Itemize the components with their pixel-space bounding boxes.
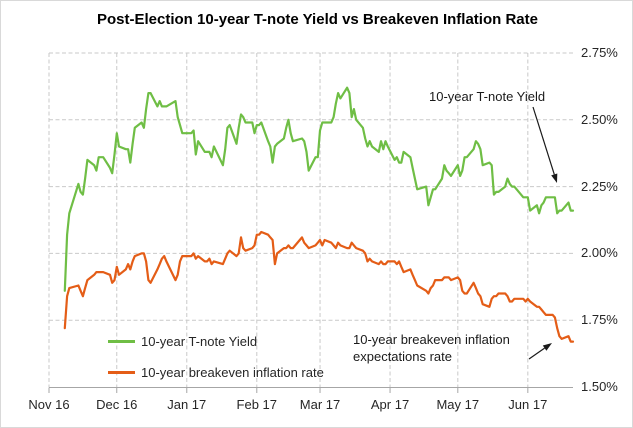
y-axis-label: 2.00%: [581, 245, 618, 261]
x-axis-label: Jan 17: [167, 397, 207, 412]
annotation-arrow: [532, 106, 555, 175]
y-axis-label: 2.75%: [581, 45, 618, 60]
annotation-arrowhead: [551, 173, 558, 183]
y-axis-label: 2.50%: [581, 111, 618, 127]
annotation-breakeven: 10-year breakeven inflation expectations…: [353, 331, 510, 365]
legend-swatch-tnote-yield: [108, 340, 135, 343]
x-axis-label: Mar 17: [299, 397, 341, 412]
series-line-breakeven: [63, 230, 575, 343]
legend-swatch-breakeven: [108, 371, 135, 374]
y-axis-label: 1.50%: [581, 379, 618, 394]
y-axis-label: 1.75%: [581, 312, 618, 328]
y-axis-label: 2.25%: [581, 178, 618, 194]
legend-label-breakeven: 10-year breakeven inflation rate: [141, 365, 324, 380]
annotation-breakeven-line2: expectations rate: [353, 349, 453, 364]
annotation-tnote-yield: 10-year T-note Yield: [429, 88, 545, 105]
legend-label-tnote-yield: 10-year T-note Yield: [141, 334, 258, 349]
legend-item-tnote-yield: 10-year T-note Yield: [108, 334, 257, 349]
x-axis-label: Jun 17: [508, 397, 548, 412]
x-axis-label: Nov 16: [28, 397, 70, 412]
annotation-breakeven-line1: 10-year breakeven inflation: [353, 332, 510, 347]
x-axis-label: Feb 17: [236, 397, 278, 412]
chart-title: Post-Election 10-year T-note Yield vs Br…: [97, 11, 538, 28]
x-axis-label: May 17: [436, 397, 480, 412]
annotation-arrowhead: [542, 343, 552, 351]
annotation-tnote-yield-text: 10-year T-note Yield: [429, 89, 546, 104]
legend-item-breakeven: 10-year breakeven inflation rate: [108, 365, 324, 380]
annotation-arrow: [528, 347, 545, 360]
x-axis-label: Apr 17: [370, 397, 410, 412]
series-line-tnote-yield: [63, 86, 575, 292]
x-axis-label: Dec 16: [96, 397, 138, 412]
